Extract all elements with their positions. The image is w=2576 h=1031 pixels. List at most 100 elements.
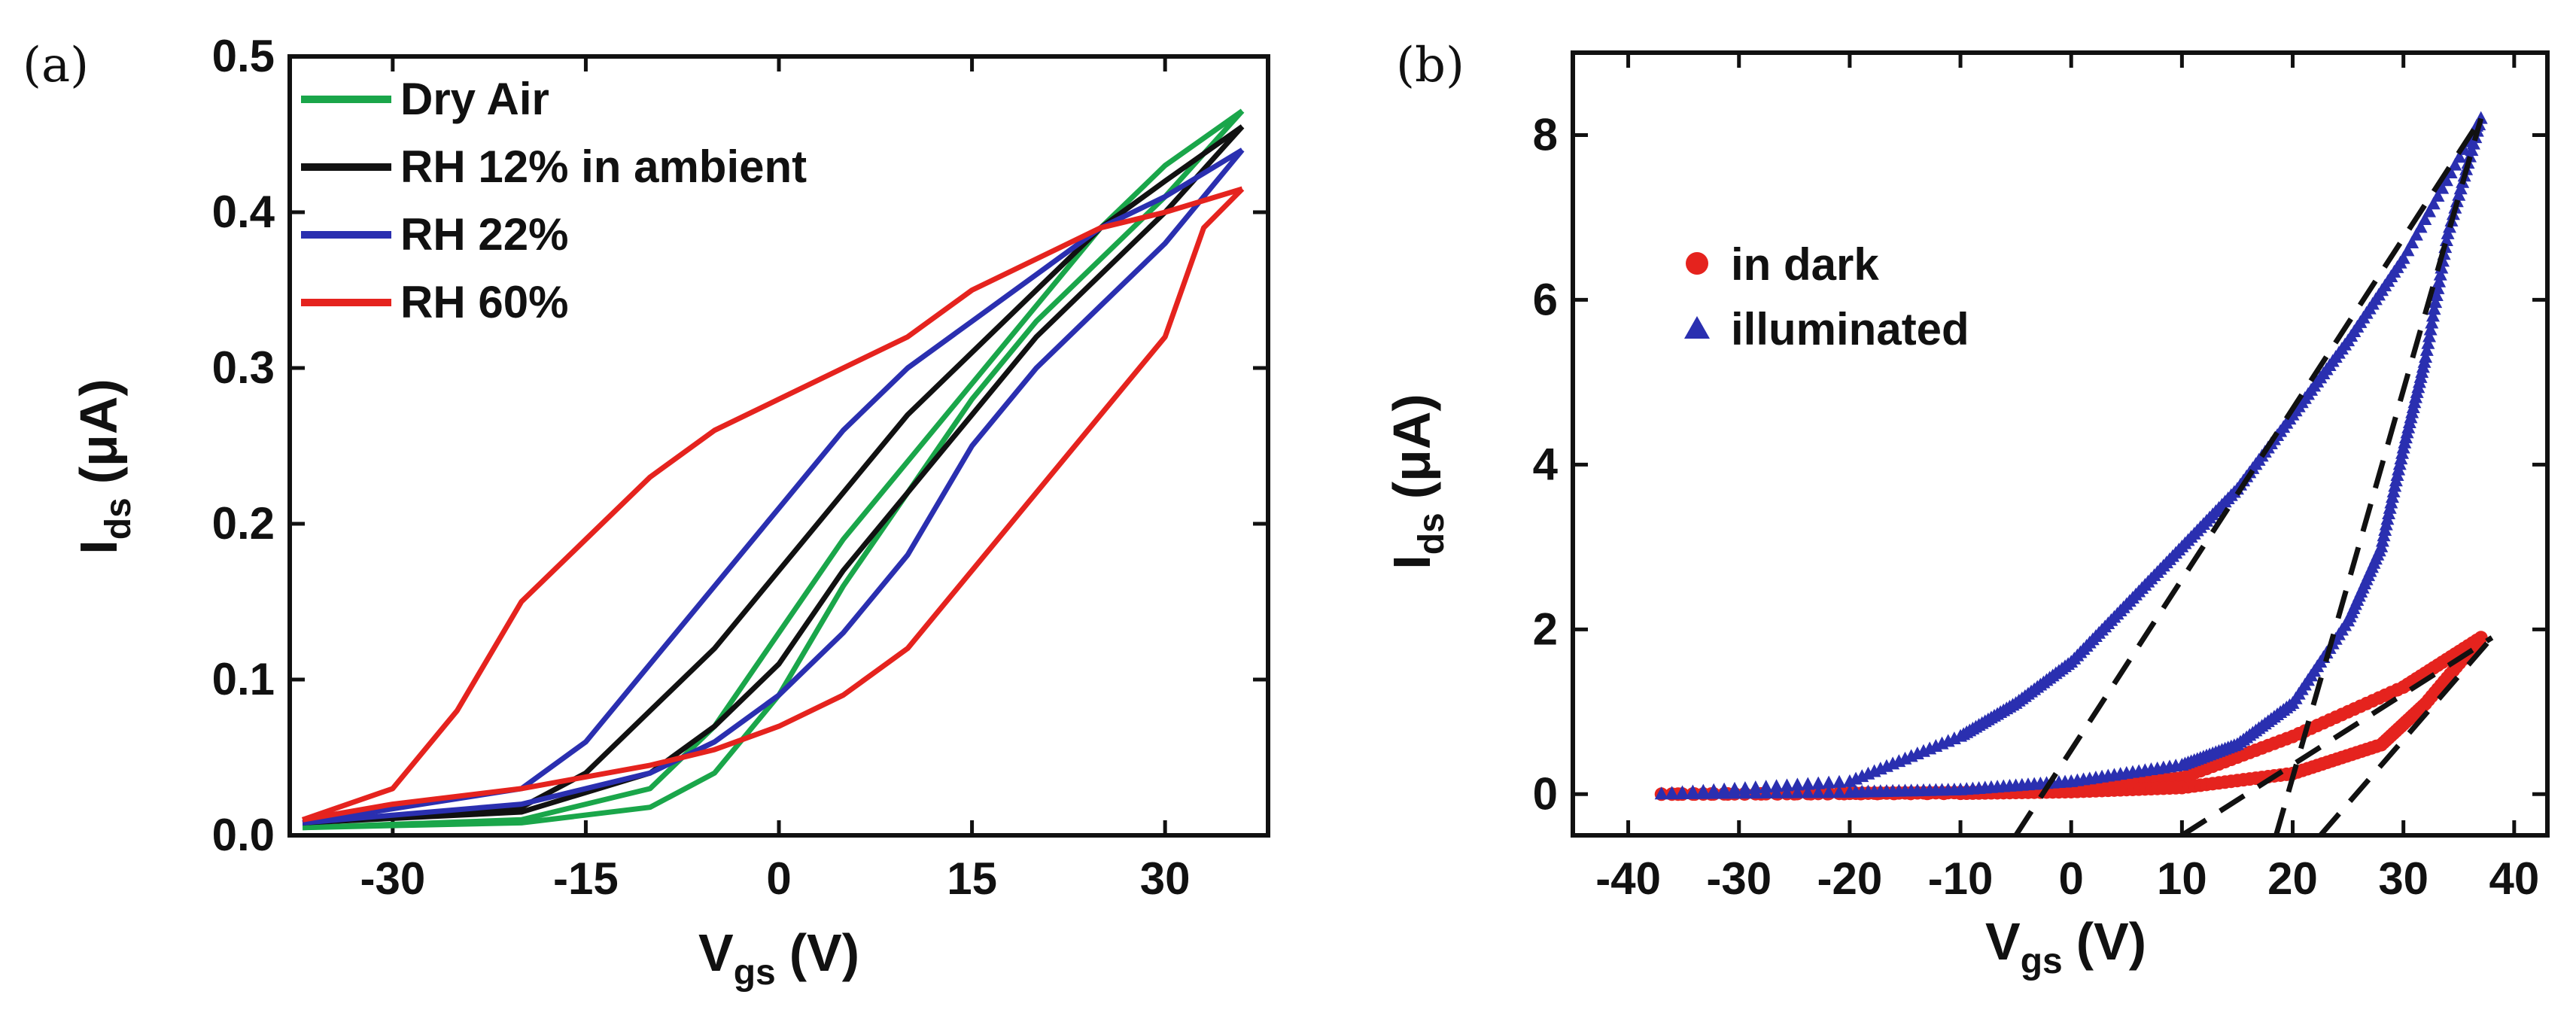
panel-b-point-illuminated [2453,150,2467,163]
panel-b-axis-ticks: -40 -30 -20 -10 0 10 20 30 40 0 2 4 6 8 [1533,53,2547,904]
panel-b-point-illuminated [1842,785,1857,798]
panel-a-x-axis-title: Vgs (V) [698,923,859,993]
legend-marker-illuminated [1684,316,1710,339]
panel-b-point-illuminated [2405,236,2419,249]
panel-b-ylabel-sub: ds [1412,512,1452,555]
panel-b-x-tick-label: -40 [1595,853,1661,904]
panel-b-point-illuminated [2419,342,2434,356]
panel-b-point-illuminated [1654,786,1668,800]
panel-b-point-illuminated [1686,786,1700,799]
panel-b-xlabel-sub: gs [2021,941,2063,981]
panel-b-series-group [1654,111,2488,801]
panel-b-point-illuminated [1728,786,1742,799]
panel-b-x-tick-label: 30 [2378,853,2428,904]
panel-b-point-illuminated [1769,779,1784,792]
panel-b-y-tick-label: 6 [1533,274,1558,324]
panel-b: (b) -40 -30 -20 -10 0 10 20 30 40 0 2 4 6 8 in dark i… [1382,38,2550,981]
panel-a-x-tick-label: -15 [553,853,619,904]
legend-label-dry-air: Dry Air [400,74,549,124]
panel-b-legend: in dark illuminated [1684,239,1969,354]
panel-b-fit-line [2273,117,2484,836]
panel-b-fit-lines [2013,117,2495,838]
panel-a-y-tick-label: 0.5 [212,31,275,81]
panel-b-point-illuminated [2425,309,2440,322]
panel-b-fit-line [2180,635,2494,838]
panel-a-y-tick-label: 0.0 [212,810,275,860]
panel-b-point-illuminated [2413,220,2428,233]
legend-label-rh22: RH 22% [400,209,568,260]
panel-b-point-illuminated [2428,295,2443,309]
panel-b-point-illuminated [2396,251,2410,264]
panel-b-point-illuminated [2441,226,2455,239]
panel-a-y-tick-label: 0.4 [212,187,275,237]
panel-a-ylabel-unit: (μA) [69,379,128,484]
panel-b-fit-line [2013,117,2483,837]
panel-b-label: (b) [1396,38,1464,93]
panel-b-point-illuminated [2432,274,2447,287]
panel-a-x-tick-label: -30 [360,853,425,904]
panel-b-point-illuminated [2427,302,2441,315]
panel-b-x-tick-label: 20 [2267,853,2318,904]
panel-b-point-illuminated [2431,281,2445,294]
panel-b-point-illuminated [2409,227,2423,241]
panel-b-point-illuminated [1822,775,1836,789]
legend-label-rh60: RH 60% [400,277,568,327]
panel-a-x-tick-label: 30 [1140,853,1191,904]
panel-a-y-tick-label: 0.3 [212,342,275,393]
panel-a-ylabel-sub: ds [99,497,138,540]
panel-b-x-tick-label: -20 [1817,853,1883,904]
panel-b-x-tick-label: 40 [2489,853,2539,904]
panel-b-x-axis-title: Vgs (V) [1985,912,2146,981]
panel-b-point-illuminated [2429,287,2444,301]
panel-a-xlabel-unit: (V) [789,923,859,982]
panel-b-x-tick-label: 10 [2157,853,2207,904]
panel-b-point-illuminated [2444,165,2458,178]
panel-b-point-illuminated [1665,786,1679,800]
panel-b-ylabel-main: I [1382,555,1441,569]
legend-label-rh12: RH 12% in ambient [400,141,807,192]
panel-b-point-illuminated [1717,786,1732,799]
panel-a-series-rh-60-forward [301,186,1243,823]
panel-b-y-axis-title: Ids (μA) [1382,394,1452,569]
legend-marker-in-dark [1686,252,1708,275]
panel-b-x-tick-label: 0 [2059,853,2084,904]
panel-b-point-illuminated [1790,785,1805,798]
panel-a-xlabel-main: V [698,923,734,982]
panel-b-point-illuminated [2431,188,2445,202]
panel-b-point-illuminated [1707,786,1721,799]
panel-b-point-illuminated [1822,785,1836,798]
panel-b-point-illuminated [2422,329,2437,342]
panel-b-series-illuminated-backward [1665,111,2488,800]
panel-b-point-illuminated [1811,776,1826,789]
panel-a: (a) -30 -15 0 15 30 0.0 0.1 0.2 0.3 0.4 0.5 Dry Ai… [23,31,1270,993]
panel-a-y-tick-label: 0.1 [212,654,275,704]
panel-b-x-tick-label: -10 [1928,853,1994,904]
panel-b-point-illuminated [1738,786,1752,799]
panel-a-axis-ticks: -30 -15 0 15 30 0.0 0.1 0.2 0.3 0.4 0.5 [212,31,1268,904]
panel-b-point-illuminated [1801,785,1815,798]
panel-b-point-illuminated [2418,211,2432,225]
panel-a-xlabel-sub: gs [734,953,776,993]
legend-label-in-dark: in dark [1731,239,1879,290]
panel-b-point-illuminated [1811,785,1826,798]
panel-b-point-illuminated [2401,243,2415,257]
panel-b-point-illuminated [1832,785,1846,798]
panel-b-x-tick-label: -30 [1706,853,1772,904]
panel-b-y-tick-label: 8 [1533,109,1558,160]
panel-b-point-illuminated [1780,785,1794,798]
panel-a-series-group [301,108,1245,831]
panel-a-legend: Dry Air RH 12% in ambient RH 22% RH 60% [301,74,807,327]
panel-b-point-illuminated [2423,322,2438,336]
panel-a-ylabel-main: I [69,540,128,554]
panel-b-point-illuminated [2421,336,2435,349]
panel-b-point-illuminated [1675,786,1689,800]
panel-b-point-illuminated [1780,778,1794,792]
panel-b-point-illuminated [2425,315,2439,329]
panel-b-point-illuminated [2435,181,2450,194]
panel-b-plot-frame [1571,50,2550,838]
panel-b-point-illuminated [2448,157,2462,171]
panel-b-point-illuminated [1696,786,1711,799]
panel-b-point-illuminated [2433,267,2447,281]
panel-a-label: (a) [23,38,89,93]
